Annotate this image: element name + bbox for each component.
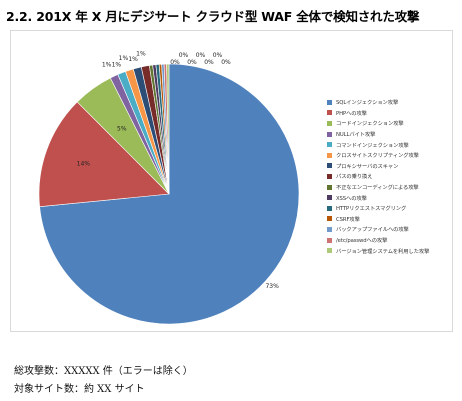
legend-label: PHPへの攻撃: [336, 110, 367, 117]
page-title: 2.2. 201X 年 X 月にデジサート クラウド型 WAF 全体で検知された…: [6, 9, 420, 24]
legend-swatch: [327, 152, 332, 158]
legend-swatch: [327, 163, 332, 169]
legend-swatch: [327, 110, 332, 116]
legend-label: パスの乗り換え: [336, 174, 373, 181]
legend-label: NULLバイト攻撃: [336, 132, 376, 139]
slice-label: 5%: [117, 126, 127, 133]
total-attacks-text: 総攻撃数：XXXXX 件（エラーは除く）: [14, 366, 193, 377]
legend-item: プロキシサーバのスキャン: [327, 161, 452, 172]
legend-item: HTTPリクエストスマグリング: [327, 203, 452, 214]
legend-label: バックアップファイルへの攻撃: [336, 227, 409, 234]
slice-label: 0%: [196, 52, 206, 59]
target-sites-text: 対象サイト数：約 XX サイト: [14, 384, 145, 395]
legend-item: PHPへの攻撃: [327, 108, 452, 119]
legend-item: SQLインジェクション攻撃: [327, 97, 452, 108]
slice-label: 0%: [170, 59, 180, 66]
legend-item: NULLバイト攻撃: [327, 129, 452, 140]
legend-item: XSSへの攻撃: [327, 192, 452, 203]
legend-label: XSSへの攻撃: [336, 195, 367, 202]
legend-swatch: [327, 184, 332, 190]
legend-item: クロスサイトスクリプティング攻撃: [327, 150, 452, 161]
legend-label: 不正なエンコーディングによる攻撃: [336, 185, 419, 192]
slice-label: 73%: [265, 283, 279, 290]
legend-item: 不正なエンコーディングによる攻撃: [327, 182, 452, 193]
legend-swatch: [327, 237, 332, 243]
legend-label: HTTPリクエストスマグリング: [336, 206, 407, 213]
legend-item: パスの乗り換え: [327, 171, 452, 182]
slice-label: 0%: [213, 52, 223, 59]
pie-chart: 73%14%5%1% 1%1% 1%1%0%0%0%0%0%0%0%: [38, 50, 300, 325]
legend-item: コマンドインジェクション攻撃: [327, 139, 452, 150]
legend-label: SQLインジェクション攻撃: [336, 100, 399, 107]
legend-swatch: [327, 99, 332, 105]
legend-label: バージョン管理システムを利用した攻撃: [336, 248, 430, 255]
pie-slice: [166, 63, 170, 195]
legend-swatch: [327, 216, 332, 222]
legend-swatch: [327, 195, 332, 201]
slice-label: 0%: [179, 52, 189, 59]
chart-area: 73% 14% 5% 1% 1% 1% 1% 1% 0% 0% 0% 0% 0% 0% 0% SQLインジェ…: [10, 30, 453, 332]
legend-item: CSRF攻撃: [327, 214, 452, 225]
legend-swatch: [327, 120, 332, 126]
slice-label: 0%: [204, 59, 214, 66]
chart-legend: SQLインジェクション攻撃 PHPへの攻撃コードインジェクション攻撃 NULLバイト…: [327, 97, 452, 256]
pie-slice: [38, 101, 170, 208]
legend-item: バージョン管理システムを利用した攻撃: [327, 245, 452, 256]
slice-label: 1%: [119, 55, 129, 62]
legend-swatch: [327, 142, 332, 148]
slice-label: 14%: [77, 160, 91, 167]
legend-item: /etc/passwdへの攻撃: [327, 235, 452, 246]
legend-item: コードインジェクション攻撃: [327, 118, 452, 129]
legend-label: CSRF攻撃: [336, 216, 360, 223]
slice-label: 1%: [102, 61, 112, 68]
legend-item: バックアップファイルへの攻撃: [327, 224, 452, 235]
slice-label: 1%: [136, 50, 146, 57]
slice-label: 1%: [112, 62, 122, 69]
legend-label: /etc/passwdへの攻撃: [336, 238, 388, 245]
legend-label: プロキシサーバのスキャン: [336, 163, 399, 170]
legend-label: コマンドインジェクション攻撃: [336, 142, 409, 149]
legend-label: クロスサイトスクリプティング攻撃: [336, 153, 419, 160]
legend-swatch: [327, 226, 332, 232]
legend-swatch: [327, 205, 332, 211]
slice-label: 0%: [187, 59, 197, 66]
slice-label: 1%: [128, 56, 138, 63]
legend-swatch: [327, 173, 332, 179]
legend-swatch: [327, 248, 332, 254]
legend-label: コードインジェクション攻撃: [336, 121, 404, 128]
slice-label: 0%: [221, 59, 231, 66]
legend-swatch: [327, 131, 332, 137]
